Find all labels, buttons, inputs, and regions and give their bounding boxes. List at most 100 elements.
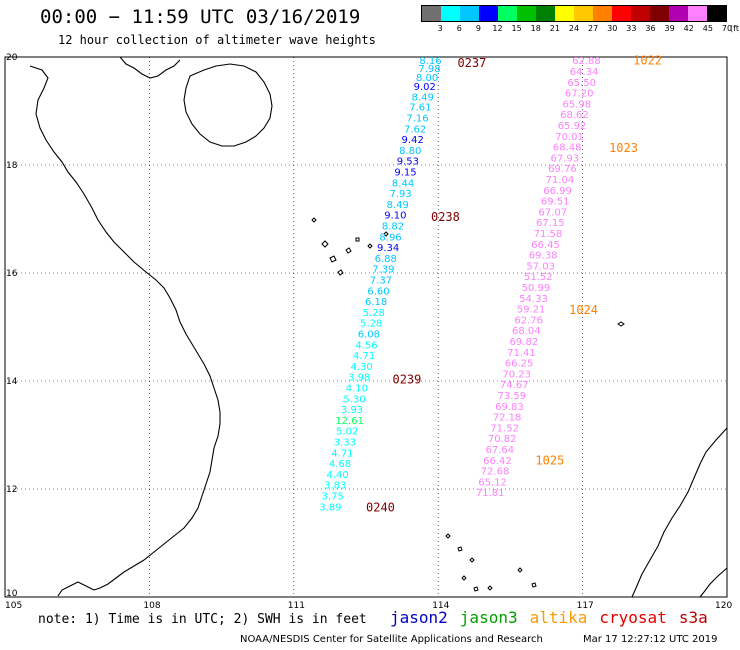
- legend-label: 30: [607, 24, 618, 33]
- legend-unit: (ft): [730, 24, 740, 33]
- wave-height-value: 70.82: [488, 434, 517, 445]
- map-gridlines: [5, 57, 727, 597]
- wave-height-value: 4.40: [326, 470, 348, 481]
- wave-height-value: 5.28: [360, 319, 382, 330]
- wave-height-value: 70.01: [555, 132, 584, 143]
- lon-tick-label: 108: [143, 601, 160, 608]
- wave-height-value: 8.16: [419, 56, 441, 67]
- wave-height-value: 59.21: [517, 305, 546, 316]
- wave-height-value: 51.52: [524, 272, 553, 283]
- small-islands-east: [445, 533, 537, 592]
- wave-height-value: 7.98: [418, 64, 440, 75]
- wave-height-value: 3.33: [334, 437, 356, 448]
- wave-height-value: 5.28: [363, 308, 385, 319]
- wave-height-value: 65.92: [558, 121, 587, 132]
- coastline-china-south: [119, 56, 181, 79]
- pass-time-label: 0240: [366, 500, 395, 514]
- lon-tick-label: 111: [288, 601, 305, 608]
- wave-height-value: 4.71: [353, 351, 375, 362]
- wave-height-value: 73.59: [498, 391, 527, 402]
- wave-height-value: 66.25: [505, 359, 534, 370]
- pass-time-label: 0239: [392, 372, 421, 386]
- wave-height-value: 7.39: [372, 265, 394, 276]
- wave-height-value: 69.51: [541, 197, 570, 208]
- wave-height-value: 50.99: [522, 283, 551, 294]
- wave-height-value: 7.37: [370, 275, 392, 286]
- legend-swatch: [593, 6, 612, 21]
- wave-height-value: 69.38: [529, 251, 558, 262]
- legend-swatch: [688, 6, 707, 21]
- wave-height-value: 6.60: [367, 286, 389, 297]
- legend-swatch: [517, 6, 536, 21]
- pass-time-label: 0238: [431, 210, 460, 224]
- wave-height-value: 67.07: [538, 207, 567, 218]
- legend-swatch: [650, 6, 669, 21]
- wave-height-value: 74.67: [500, 380, 529, 391]
- time-label-layer: 0237 0238 0239 0240 1022 1023 1024 1025: [366, 54, 662, 515]
- wave-height-value: 9.53: [397, 157, 419, 168]
- small-islands: [311, 217, 625, 327]
- satellite-legend: jason2 jason3 altika cryosat s3a: [390, 608, 720, 627]
- legend-swatches: [421, 5, 727, 22]
- wave-height-value: 62.88: [572, 56, 601, 67]
- wave-height-value: 8.49: [412, 92, 434, 103]
- legend-label: 18: [530, 24, 541, 33]
- wave-height-value: 71.41: [507, 348, 536, 359]
- legend-label: 21: [549, 24, 560, 33]
- lon-tick-label: 114: [432, 601, 449, 608]
- satellite-name: altika: [529, 608, 588, 627]
- wave-height-value: 4.30: [351, 362, 373, 373]
- wave-height-value: 69.83: [495, 402, 524, 413]
- pass-time-label: 1022: [633, 54, 662, 68]
- legend-swatch: [460, 6, 479, 21]
- coastline-east-2: [699, 567, 728, 598]
- wave-height-value: 66.45: [531, 240, 560, 251]
- legend-swatch: [441, 6, 460, 21]
- wave-height-value: 71.52: [490, 423, 519, 434]
- wave-height-value: 62.76: [514, 315, 543, 326]
- wave-height-value: 67.20: [565, 89, 594, 100]
- wave-height-value: 9.02: [414, 82, 436, 93]
- lon-tick-label: 105: [5, 601, 22, 608]
- legend-label: 27: [588, 24, 599, 33]
- wave-height-value: 8.80: [399, 146, 421, 157]
- wave-height-value: 67.15: [536, 218, 565, 229]
- lat-tick-label: 10: [6, 589, 18, 599]
- wave-height-value: 72.18: [493, 413, 522, 424]
- wave-height-value: 9.42: [402, 135, 424, 146]
- wave-height-value: 71.58: [534, 229, 563, 240]
- wave-height-value: 9.15: [394, 167, 416, 178]
- wave-height-value: 8.82: [382, 221, 404, 232]
- wave-height-value: 65.12: [478, 477, 507, 488]
- wave-height-value: 8.00: [416, 73, 438, 84]
- wave-height-value: 8.96: [379, 232, 401, 243]
- legend-label: 42: [683, 24, 694, 33]
- wave-height-value: 66.42: [483, 456, 512, 467]
- page-title: 00:00 − 11:59 UTC 03/16/2019: [40, 6, 361, 28]
- map-frame: [4, 56, 728, 598]
- lat-tick-label: 20: [6, 53, 18, 63]
- wave-height-value: 70.23: [502, 369, 531, 380]
- wave-height-value: 3.93: [341, 405, 363, 416]
- wave-height-value: 6.88: [375, 254, 397, 265]
- coastline-vietnam: [29, 65, 221, 591]
- legend-label: 9: [475, 24, 481, 33]
- coastline-east: [631, 427, 728, 598]
- wave-height-value: 68.62: [560, 110, 589, 121]
- island-hainan: [183, 63, 273, 147]
- wave-height-value: 69.76: [548, 164, 577, 175]
- wave-height-value: 4.10: [346, 383, 368, 394]
- wave-height-value: 5.02: [336, 427, 358, 438]
- legend-label: 33: [626, 24, 637, 33]
- legend-label: 70: [721, 24, 733, 33]
- wave-height-value: 3.75: [322, 491, 344, 502]
- lon-tick-label: 117: [577, 601, 594, 608]
- wave-height-value: 6.18: [365, 297, 387, 308]
- tick-labels: 105 108 111 114 117 120 20 18 16 14 12 10: [5, 53, 732, 608]
- pass-time-label: 1024: [569, 303, 598, 317]
- satellite-name: s3a: [678, 608, 708, 627]
- legend-label: 45: [702, 24, 713, 33]
- legend-label: 15: [511, 24, 522, 33]
